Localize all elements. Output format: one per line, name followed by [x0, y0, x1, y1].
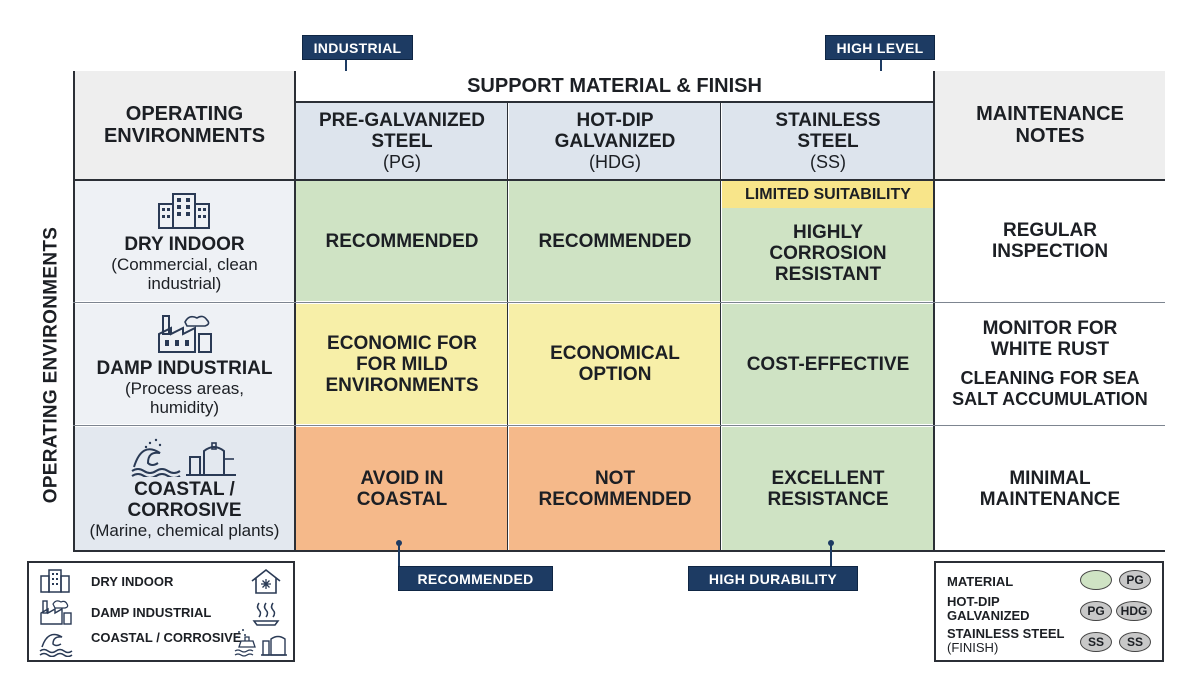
cell-damp-industrial-ss: COST-EFFECTIVE	[722, 304, 934, 424]
header-support-material: SUPPORT MATERIAL & FINISH	[296, 71, 933, 101]
header-operating-environments-label: OPERATING ENVIRONMENTS	[103, 103, 266, 147]
wave-icon	[39, 633, 73, 657]
legend-label: COASTAL / CORROSIVE	[91, 630, 242, 645]
steam-icon	[252, 602, 280, 626]
header-maintenance-notes: MAINTENANCE NOTES	[935, 71, 1165, 179]
cell-damp-industrial-hdg: ECONOMICAL OPTION	[509, 304, 721, 424]
column-header-hdg: HOT-DIP GALVANIZED (HDG)	[509, 103, 721, 179]
cell-damp-industrial-pg: ECONOMIC FOR FOR MILD ENVIRONMENTS	[296, 304, 508, 424]
badge-pg: PG	[1119, 570, 1151, 590]
tag-industrial: INDUSTRIAL	[302, 35, 413, 60]
badge-ss: SS	[1119, 632, 1151, 652]
note-text: REGULAR INSPECTION	[991, 220, 1109, 262]
grid-line	[73, 302, 1165, 303]
leader-dot	[828, 540, 834, 546]
column-title: HOT-DIP GALVANIZED	[554, 110, 676, 152]
row-header-coastal-corrosive: COASTAL / CORROSIVE (Marine, chemical pl…	[74, 427, 295, 550]
office-building-icon	[157, 192, 210, 229]
legend-label: STAINLESS STEEL (FINISH)	[947, 627, 1077, 655]
grid-line	[73, 550, 1165, 552]
grid-line	[73, 425, 1165, 426]
row-title: DAMP INDUSTRIAL	[96, 357, 273, 379]
factory-icon	[40, 600, 72, 625]
wave-tank-icon	[130, 438, 236, 477]
column-header-pg: PRE-GALVANIZED STEEL (PG)	[296, 103, 508, 179]
row-header-dry-indoor: DRY INDOOR (Commercial, clean industrial…	[74, 181, 295, 301]
leader-line	[398, 545, 400, 566]
office-building-icon	[40, 569, 70, 593]
column-title: PRE-GALVANIZED STEEL	[318, 110, 486, 152]
side-label-operating-environments: OPERATING ENVIRONMENTS	[36, 180, 66, 550]
notes-coastal: MINIMAL MAINTENANCE	[935, 427, 1165, 550]
header-operating-environments: OPERATING ENVIRONMENTS	[74, 71, 295, 179]
cell-coastal-ss: EXCELLENT RESISTANCE	[722, 427, 934, 550]
tag-high-durability: HIGH DURABILITY	[688, 566, 858, 591]
header-maintenance-notes-label: MAINTENANCE NOTES	[976, 103, 1124, 147]
row-header-damp-industrial: DAMP INDUSTRIAL (Process areas, humidity…	[74, 304, 295, 424]
tag-recommended: RECOMMENDED	[398, 566, 553, 591]
cell-text: EXCELLENT RESISTANCE	[767, 467, 889, 510]
legend-label: DAMP INDUSTRIAL	[91, 605, 212, 620]
grid-line	[933, 71, 935, 552]
legend-label-suffix: (FINISH)	[947, 640, 999, 655]
grid-line	[294, 71, 296, 552]
notes-damp-industrial: MONITOR FOR WHITE RUST CLEANING FOR SEA …	[935, 304, 1165, 424]
note-text: MINIMAL MAINTENANCE	[979, 467, 1121, 510]
badge-pg: PG	[1080, 601, 1112, 621]
cell-dry-indoor-pg: RECOMMENDED	[296, 181, 508, 301]
house-snowflake-icon	[251, 568, 281, 594]
column-code: (PG)	[383, 152, 421, 172]
cell-text: NOT RECOMMENDED	[538, 467, 692, 510]
cell-text: HIGHLY CORROSION RESISTANT	[769, 221, 887, 285]
row-subtitle: (Marine, chemical plants)	[89, 521, 280, 540]
cell-text: ECONOMICAL OPTION	[550, 343, 680, 385]
cell-coastal-pg: AVOID IN COASTAL	[296, 427, 508, 550]
legend-label: MATERIAL	[947, 574, 1014, 589]
grid-line	[507, 101, 508, 552]
cell-text: ECONOMIC FOR FOR MILD ENVIRONMENTS	[325, 332, 479, 396]
column-code: (HDG)	[589, 152, 641, 172]
legend-label-main: STAINLESS STEEL	[947, 626, 1065, 641]
legend-environments: DRY INDOOR DAMP INDUSTRIAL COASTAL / COR…	[27, 561, 295, 662]
row-title: DRY INDOOR	[124, 233, 245, 255]
material-swatch	[1080, 570, 1112, 590]
badge-ss: SS	[1080, 632, 1112, 652]
note-text: CLEANING FOR SEA SALT ACCUMULATION	[952, 368, 1148, 409]
column-header-ss: STAINLESS STEEL (SS)	[722, 103, 934, 179]
column-code: (SS)	[810, 152, 846, 172]
cell-text: RECOMMENDED	[325, 230, 479, 252]
legend-materials: MATERIAL PG HOT-DIP GALVANIZED PG HDG ST…	[934, 561, 1164, 662]
factory-icon	[157, 314, 212, 353]
grid-line	[720, 101, 721, 552]
grid-line	[73, 179, 1165, 181]
column-title: STAINLESS STEEL	[775, 110, 881, 152]
note-text: MONITOR FOR WHITE RUST	[982, 318, 1118, 360]
row-title: COASTAL / CORROSIVE	[127, 479, 242, 521]
badge-hdg: HDG	[1116, 601, 1152, 621]
limited-suitability-badge: LIMITED SUITABILITY	[722, 181, 934, 208]
cell-text: COST-EFFECTIVE	[746, 353, 910, 375]
cell-text: RECOMMENDED	[538, 230, 692, 252]
grid-line	[294, 101, 935, 103]
leader-line	[830, 545, 832, 566]
cell-coastal-hdg: NOT RECOMMENDED	[509, 427, 721, 550]
legend-label: DRY INDOOR	[91, 574, 174, 589]
cell-text: AVOID IN COASTAL	[356, 467, 448, 510]
tag-high-level: HIGH LEVEL	[825, 35, 935, 60]
legend-label: HOT-DIP GALVANIZED	[947, 594, 1030, 623]
row-subtitle: (Process areas, humidity)	[124, 378, 245, 417]
side-label-text: OPERATING ENVIRONMENTS	[40, 226, 61, 504]
notes-dry-indoor: REGULAR INSPECTION	[935, 181, 1165, 301]
leader-dot	[396, 540, 402, 546]
marine-tank-icon	[234, 629, 287, 657]
grid-line	[73, 71, 75, 552]
cell-dry-indoor-hdg: RECOMMENDED	[509, 181, 721, 301]
header-support-material-label: SUPPORT MATERIAL & FINISH	[467, 75, 762, 97]
row-subtitle: (Commercial, clean industrial)	[111, 254, 258, 293]
